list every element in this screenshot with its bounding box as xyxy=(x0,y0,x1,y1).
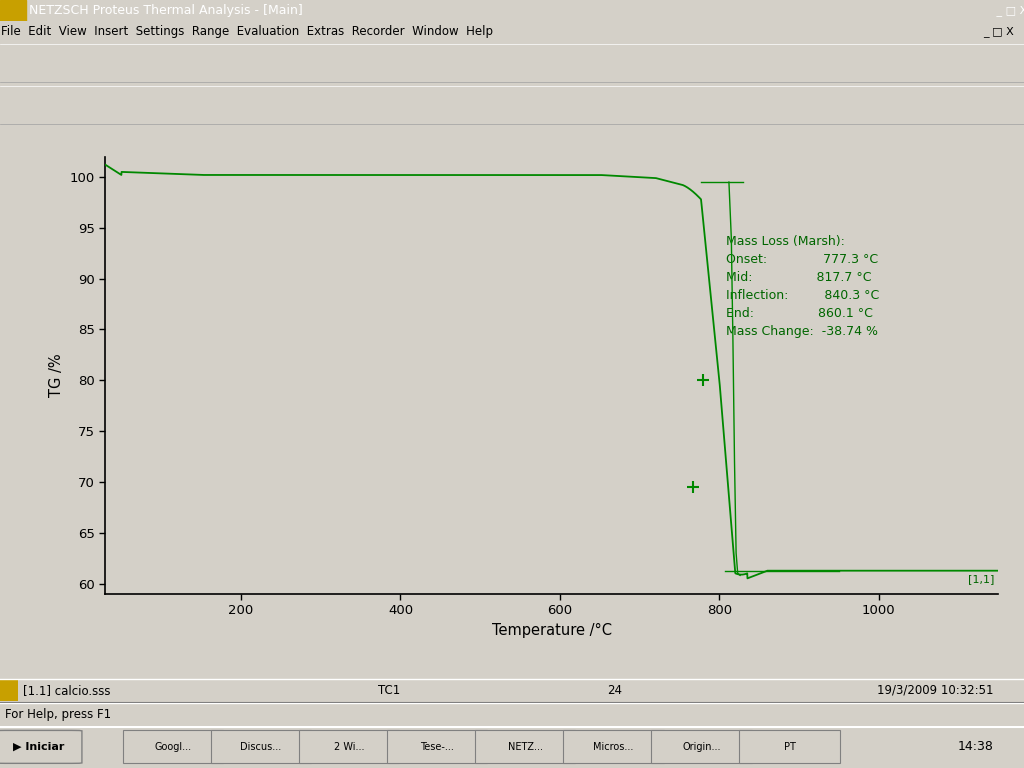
Bar xyxy=(378,48,400,78)
Bar xyxy=(34,48,56,78)
Text: 24: 24 xyxy=(607,684,622,697)
Bar xyxy=(579,48,601,78)
Bar xyxy=(407,48,429,78)
Text: [1.1] calcio.sss: [1.1] calcio.sss xyxy=(23,684,110,697)
Text: 2 Wi...: 2 Wi... xyxy=(334,742,365,752)
FancyBboxPatch shape xyxy=(651,730,752,763)
Bar xyxy=(521,48,544,78)
Text: File  Edit  View  Insert  Settings  Range  Evaluation  Extras  Recorder  Window : File Edit View Insert Settings Range Eva… xyxy=(1,25,493,38)
Bar xyxy=(5,48,28,78)
FancyBboxPatch shape xyxy=(563,730,664,763)
Y-axis label: TG /%: TG /% xyxy=(49,353,65,397)
Text: Origin...: Origin... xyxy=(682,742,721,752)
Text: NETZ...: NETZ... xyxy=(508,742,543,752)
Bar xyxy=(493,48,515,78)
FancyBboxPatch shape xyxy=(211,730,311,763)
Bar xyxy=(177,48,200,78)
Bar xyxy=(321,48,343,78)
Text: TC1: TC1 xyxy=(378,684,400,697)
Bar xyxy=(349,48,372,78)
Bar xyxy=(120,48,142,78)
Bar xyxy=(263,48,286,78)
FancyBboxPatch shape xyxy=(475,730,575,763)
FancyBboxPatch shape xyxy=(387,730,487,763)
Bar xyxy=(636,48,658,78)
Bar xyxy=(722,48,744,78)
Bar xyxy=(91,48,114,78)
Bar xyxy=(206,48,228,78)
Text: [1,1]: [1,1] xyxy=(968,574,994,584)
FancyBboxPatch shape xyxy=(0,730,82,763)
Text: 19/3/2009 10:32:51: 19/3/2009 10:32:51 xyxy=(877,684,993,697)
Bar xyxy=(607,48,630,78)
Text: Discus...: Discus... xyxy=(241,742,282,752)
Text: _ □ X: _ □ X xyxy=(983,25,1014,37)
Text: PT: PT xyxy=(783,742,796,752)
X-axis label: Temperature /°C: Temperature /°C xyxy=(492,623,612,637)
Text: Micros...: Micros... xyxy=(593,742,634,752)
Text: Tese-...: Tese-... xyxy=(420,742,455,752)
Bar xyxy=(0,0,26,21)
Bar xyxy=(881,726,1024,768)
Bar xyxy=(234,48,257,78)
Bar xyxy=(292,48,314,78)
Text: ▶ Iniciar: ▶ Iniciar xyxy=(13,742,65,752)
Bar xyxy=(550,48,572,78)
Bar xyxy=(693,48,716,78)
Text: NETZSCH Proteus Thermal Analysis - [Main]: NETZSCH Proteus Thermal Analysis - [Main… xyxy=(29,4,302,17)
Bar xyxy=(148,48,171,78)
Text: For Help, press F1: For Help, press F1 xyxy=(5,708,112,720)
Bar xyxy=(62,48,85,78)
Bar xyxy=(665,48,687,78)
FancyBboxPatch shape xyxy=(299,730,399,763)
FancyBboxPatch shape xyxy=(739,730,840,763)
FancyBboxPatch shape xyxy=(123,730,223,763)
Bar xyxy=(435,48,458,78)
Text: 14:38: 14:38 xyxy=(957,740,993,753)
Text: Googl...: Googl... xyxy=(155,742,191,752)
Text: _ □ X: _ □ X xyxy=(993,5,1024,16)
Text: Mass Loss (Marsh):
Onset:              777.3 °C
Mid:                817.7 °C
Inf: Mass Loss (Marsh): Onset: 777.3 °C Mid: … xyxy=(726,235,880,339)
Bar xyxy=(0,680,18,701)
Bar xyxy=(464,48,486,78)
